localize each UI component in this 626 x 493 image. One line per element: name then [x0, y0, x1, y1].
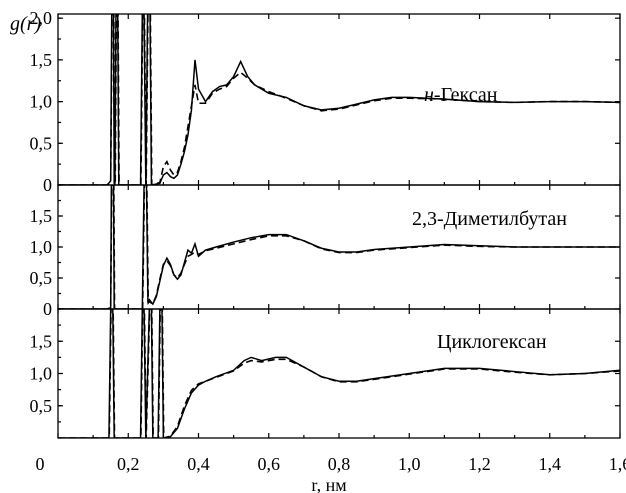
panel-label-dimethylbutane: 2,3-Диметилбутан [412, 208, 567, 230]
panel-label-hexane-italic: н [424, 84, 434, 106]
y-tick-label-2-1: 1,0 [30, 364, 53, 384]
y-tick-label-1-1: 0,5 [30, 268, 53, 288]
x-tick-label-0: 0 [36, 454, 45, 474]
y-tick-label-0-1: 0,5 [30, 133, 53, 153]
x-tick-label-3: 0,6 [258, 454, 281, 474]
x-tick-label-2: 0,4 [187, 454, 210, 474]
panel-label-hexane-rest: -Гексан [434, 84, 498, 106]
y-tick-label-0-0: 0 [43, 175, 52, 195]
x-tick-label-7: 1,4 [539, 454, 562, 474]
axis-tick-labels: 0 0,5 1,0 1,5 2,0 0 0,5 1,0 1,5 0,5 1,0 1,5 0 0,2 0,4 0… [30, 8, 626, 474]
y-axis-title: g(r) [10, 13, 41, 35]
y-tick-label-1-3: 1,5 [30, 206, 53, 226]
y-tick-label-2-2: 1,5 [30, 331, 53, 351]
x-tick-label-5: 1,0 [398, 454, 421, 474]
series-solid-panel-1 [58, 185, 620, 309]
x-tick-label-8: 1,6 [609, 454, 626, 474]
series-dashed-panel-1 [58, 185, 620, 309]
y-tick-label-0-2: 1,0 [30, 92, 53, 112]
y-tick-label-2-0: 0,5 [30, 396, 53, 416]
x-tick-label-6: 1,2 [468, 454, 491, 474]
y-tick-label-0-4: 2,0 [30, 8, 53, 28]
panel-label-hexane: н-Гексан [424, 84, 498, 106]
series-dashed-panel-2 [58, 309, 620, 438]
series-lines [58, 14, 620, 438]
series-dashed-panel-0 [58, 14, 620, 185]
panel-label-cyclohexane: Циклогексан [437, 331, 547, 353]
y-tick-label-1-0: 0 [43, 299, 52, 319]
x-tick-label-1: 0,2 [117, 454, 140, 474]
x-tick-label-4: 0,8 [328, 454, 351, 474]
x-axis-title: r, нм [311, 475, 346, 493]
y-tick-label-0-3: 1,5 [30, 50, 53, 70]
y-tick-label-1-2: 1,0 [30, 237, 53, 257]
